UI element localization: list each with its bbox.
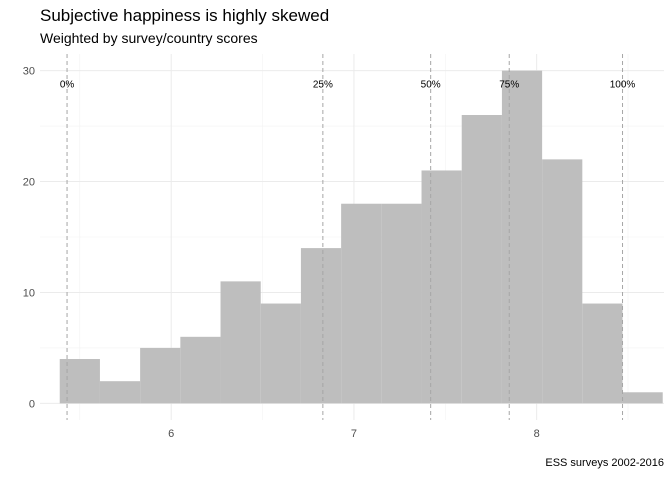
histogram-bar-13 (582, 303, 623, 404)
quantile-label-2: 50% (421, 79, 441, 90)
y-tick-label-3: 30 (23, 66, 35, 78)
y-tick-label-1: 10 (23, 287, 35, 299)
x-tick-label-1: 7 (351, 428, 357, 440)
histogram-bar-2 (140, 347, 181, 404)
histogram-bar-1 (99, 381, 141, 404)
chart-subtitle: Weighted by survey/country scores (40, 30, 258, 46)
x-tick-label-2: 8 (534, 428, 540, 440)
histogram-bar-9 (421, 170, 462, 404)
histogram-bar-4 (220, 281, 261, 404)
histogram-bar-10 (461, 115, 502, 404)
y-tick-label-0: 0 (29, 398, 35, 410)
histogram-bar-3 (180, 336, 221, 404)
histogram-bar-12 (542, 159, 583, 404)
histogram-bar-8 (381, 203, 422, 404)
quantile-label-3: 75% (499, 79, 519, 90)
x-tick-label-0: 6 (168, 428, 174, 440)
quantile-label-0: 0% (60, 79, 75, 90)
histogram-bar-14 (622, 392, 663, 404)
histogram-bar-5 (260, 303, 301, 404)
y-tick-label-2: 20 (23, 177, 35, 189)
chart-title: Subjective happiness is highly skewed (40, 6, 330, 25)
quantile-label-1: 25% (313, 79, 333, 90)
histogram-bar-6 (300, 248, 342, 404)
quantile-label-4: 100% (610, 79, 636, 90)
histogram-bar-11 (501, 70, 543, 404)
chart-caption: ESS surveys 2002-2016 (545, 457, 664, 469)
histogram-bar-0 (59, 359, 100, 404)
histogram-bar-7 (341, 203, 382, 404)
